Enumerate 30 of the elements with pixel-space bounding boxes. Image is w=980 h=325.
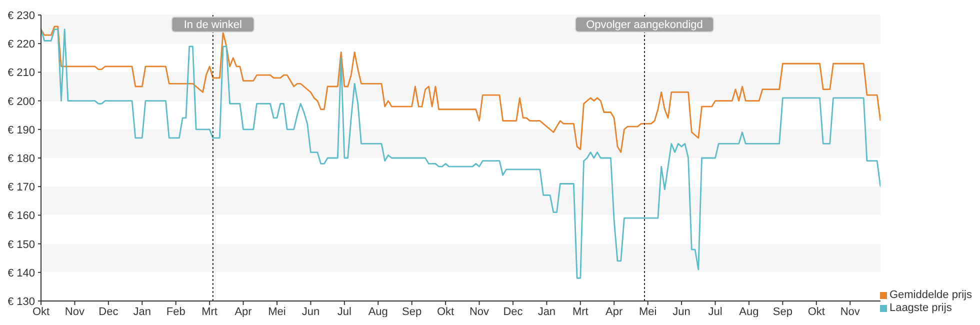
x-tick-label: Jun: [302, 306, 320, 318]
x-tick-label: Nov: [469, 306, 490, 318]
x-tick-label: Aug: [368, 306, 388, 318]
x-tick-label: Dec: [503, 306, 524, 318]
x-tick-label: Jul: [337, 306, 352, 318]
x-tick-label: Okt: [32, 306, 50, 318]
x-tick-label: Nov: [64, 306, 85, 318]
legend-label: Laagste prijs: [889, 302, 952, 315]
x-tick-label: Apr: [234, 306, 252, 318]
x-tick-label: Jul: [708, 306, 722, 318]
x-tick-label: Mei: [268, 306, 286, 318]
x-tick-label: Mrt: [572, 306, 588, 318]
x-tick-label: Okt: [808, 306, 825, 318]
annotation: In de winkel: [184, 19, 242, 31]
x-tick-label: Jan: [538, 306, 556, 318]
x-tick-label: Sep: [402, 306, 422, 318]
x-tick-label: Jan: [133, 306, 152, 318]
x-tick-label: Feb: [166, 306, 186, 318]
x-tick-label: Nov: [840, 306, 860, 318]
x-tick-label: Aug: [739, 306, 759, 318]
x-tick-label: Mei: [638, 306, 657, 318]
x-tick-label: Sep: [772, 306, 792, 318]
x-tick-label: Okt: [436, 306, 454, 318]
annotation: Opvolger aangekondigd: [586, 19, 703, 31]
x-tick-label: Dec: [98, 306, 119, 318]
x-tick-label: Apr: [606, 306, 624, 318]
legend-label: Gemiddelde prijs: [889, 289, 972, 302]
x-tick-label: Mrt: [202, 306, 218, 318]
line-series: [41, 28, 880, 279]
x-tick-label: Jun: [672, 306, 690, 318]
